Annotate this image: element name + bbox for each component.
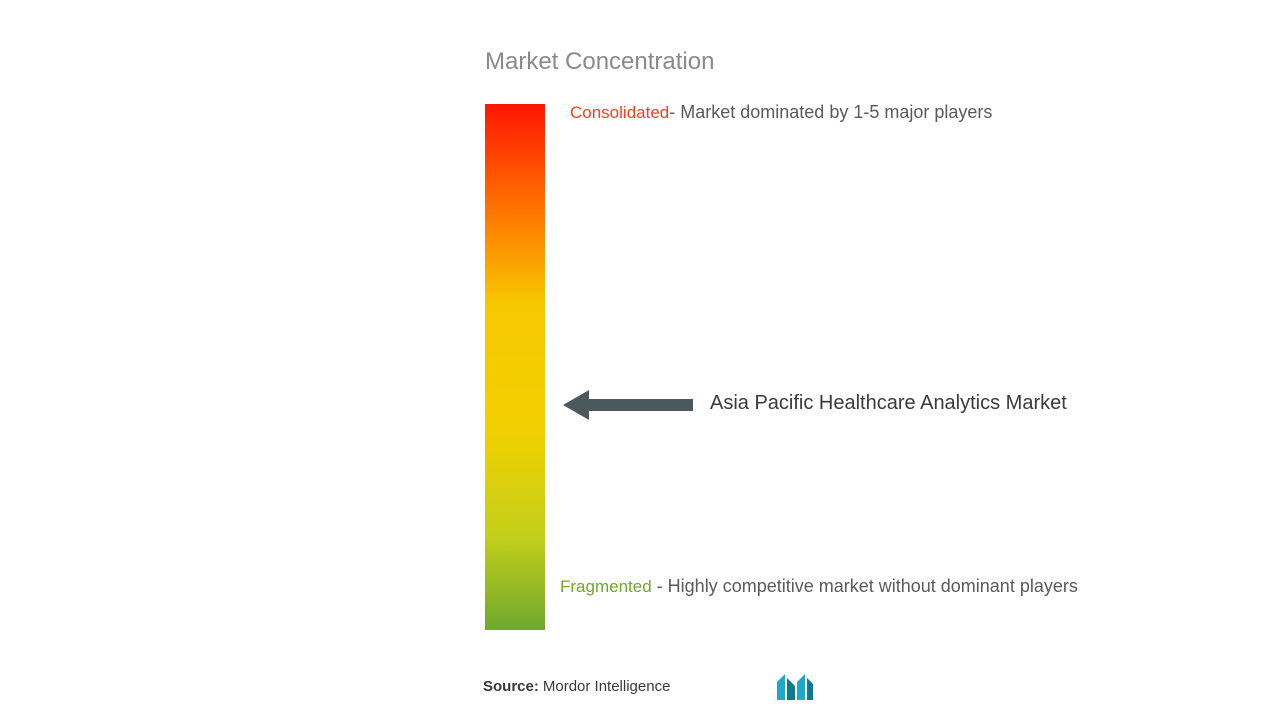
consolidated-label-line: Consolidated- Market dominated by 1-5 ma… [570, 102, 992, 123]
fragmented-keyword: Fragmented [560, 577, 652, 596]
arrow-icon [563, 388, 693, 422]
fragmented-label-line: Fragmented - Highly competitive market w… [560, 570, 1100, 603]
pointer-arrow [563, 388, 693, 422]
source-attribution: Source: Mordor Intelligence [483, 678, 670, 695]
chart-title: Market Concentration [485, 48, 714, 76]
logo-icon [775, 672, 815, 702]
consolidated-keyword: Consolidated [570, 103, 669, 122]
mordor-logo [775, 672, 815, 707]
source-name: Mordor Intelligence [543, 678, 671, 695]
source-prefix: Source: [483, 678, 539, 695]
concentration-gradient-bar [485, 104, 545, 630]
market-pointer-label: Asia Pacific Healthcare Analytics Market [710, 392, 1067, 415]
fragmented-description: - Highly competitive market without domi… [652, 576, 1078, 596]
consolidated-description: - Market dominated by 1-5 major players [669, 102, 992, 122]
